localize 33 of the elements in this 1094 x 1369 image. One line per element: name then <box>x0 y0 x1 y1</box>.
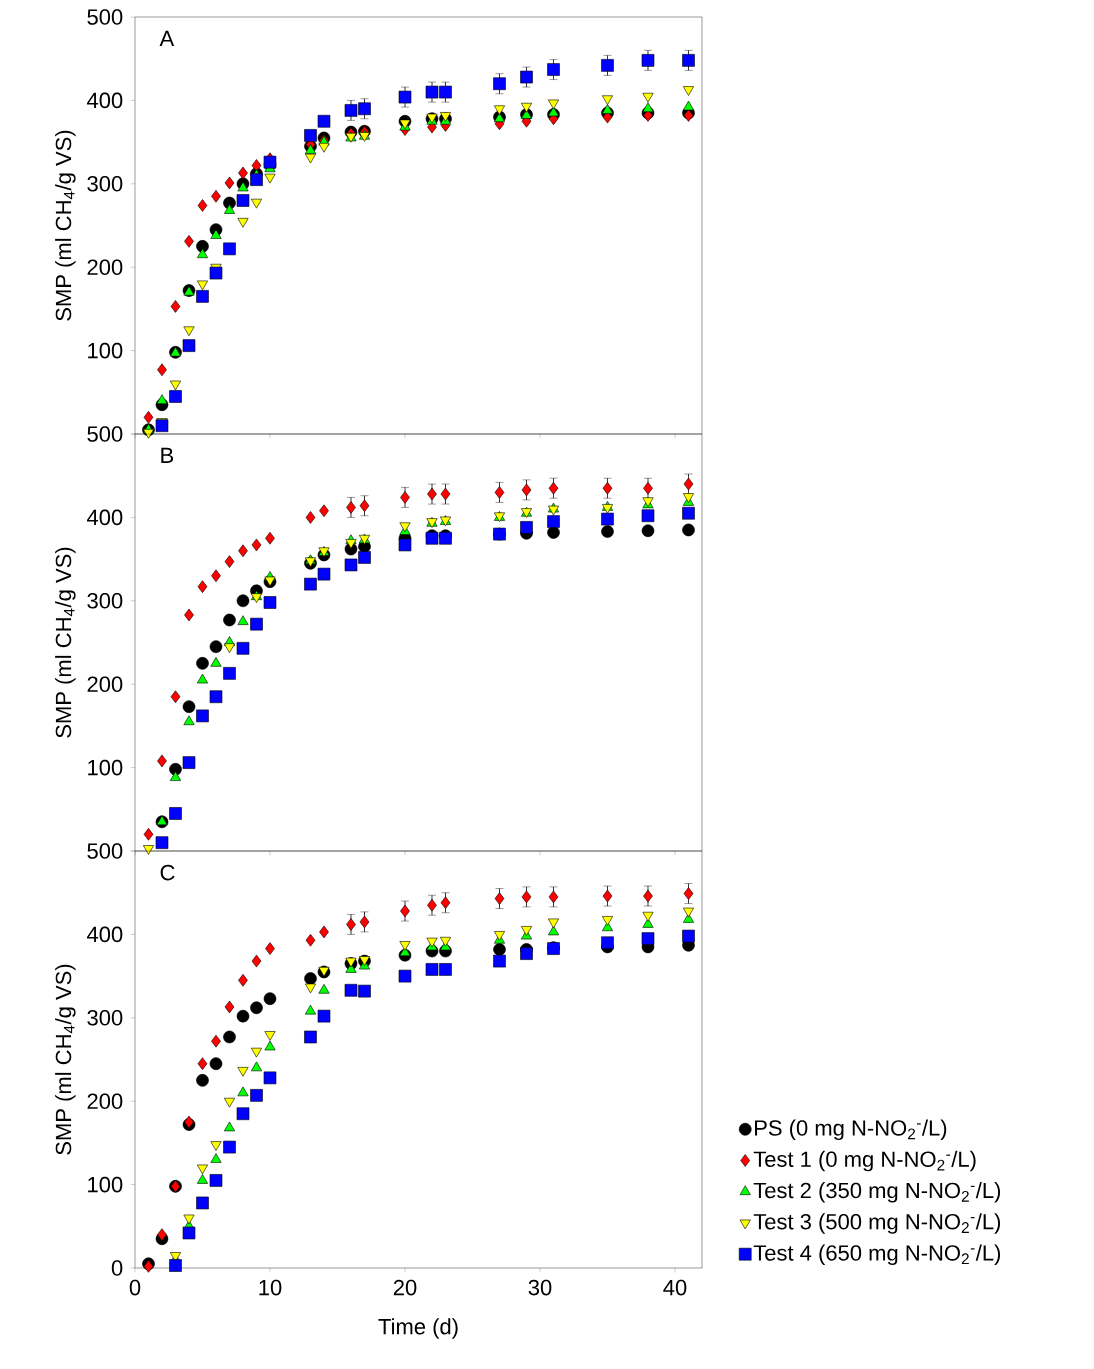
y-tick-label: 500 <box>87 843 123 859</box>
y-tick-label: 400 <box>86 92 123 109</box>
y-tick-label: 400 <box>86 926 123 943</box>
x-tick-label: 20 <box>393 1279 417 1296</box>
y-tick-label: 300 <box>87 1010 123 1026</box>
x-tick-label: 10 <box>259 1279 282 1296</box>
y-tick-label: 500 <box>87 9 123 25</box>
y-tick-label: 200 <box>87 1093 123 1110</box>
y-tick-label: 300 <box>87 593 123 609</box>
legend-label: Test 1 (0 mg N-NO$_{2}$$^{-}$/L) <box>753 1150 976 1172</box>
x-tick-label: 30 <box>528 1279 552 1296</box>
legend-label: Test 3 (500 mg N-NO$_{2}$$^{-}$/L) <box>753 1213 1001 1234</box>
y-tick-label: 500 <box>87 426 123 442</box>
y-tick-label: 200 <box>87 259 123 275</box>
annotation: B <box>161 447 174 463</box>
legend-label: Test 4 (650 mg N-NO$_{2}$$^{-}$/L) <box>753 1244 1001 1266</box>
y-tick-label: 0 <box>111 1260 123 1276</box>
x-tick-label: 0 <box>129 1279 141 1296</box>
annotation: A <box>159 30 175 46</box>
y-tick-label: 100 <box>88 759 123 776</box>
y-tick-label: 100 <box>88 342 123 359</box>
annotation: C <box>160 864 175 881</box>
y-axis-title: SMP (ml CH$_{4}$/g VS) <box>55 964 76 1155</box>
legend-label: Test 2 (350 mg N-NO$_{2}$$^{-}$/L) <box>753 1182 1001 1203</box>
y-tick-label: 400 <box>86 509 123 526</box>
y-axis-title: SMP (ml CH$_{4}$/g VS) <box>55 547 76 738</box>
y-tick-label: 300 <box>87 176 123 192</box>
y-axis-title: SMP (ml CH$_{4}$/g VS) <box>55 130 76 321</box>
y-tick-label: 200 <box>87 676 123 692</box>
legend-label: PS (0 mg N-NO$_{2}$$^{-}$/L) <box>755 1119 947 1141</box>
x-axis-title: Time (d) <box>378 1318 458 1339</box>
y-tick-label: 100 <box>88 1176 123 1193</box>
x-tick-label: 40 <box>663 1279 687 1296</box>
